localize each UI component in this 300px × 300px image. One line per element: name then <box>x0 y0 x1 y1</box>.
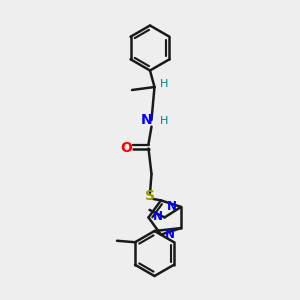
Text: O: O <box>120 142 132 155</box>
Text: N: N <box>165 228 175 241</box>
Text: H: H <box>160 116 168 127</box>
Text: N: N <box>167 200 177 213</box>
Text: S: S <box>145 190 155 203</box>
Text: N: N <box>153 209 163 223</box>
Text: N: N <box>140 113 152 127</box>
Text: H: H <box>160 79 168 89</box>
